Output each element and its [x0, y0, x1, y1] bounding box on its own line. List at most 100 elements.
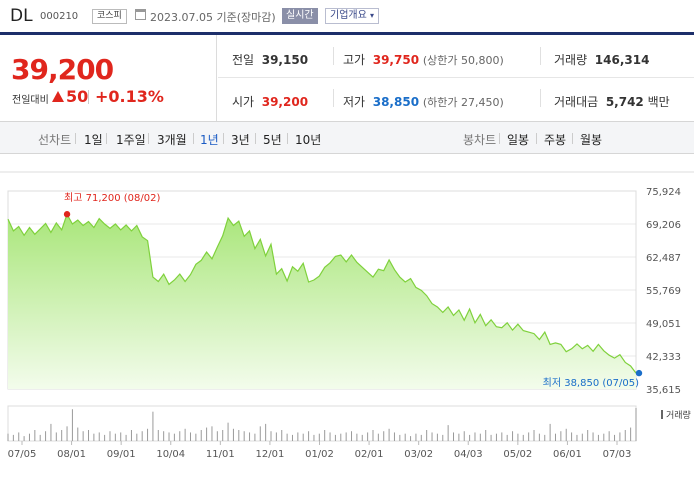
min-point [635, 369, 643, 377]
volume-bar [512, 431, 514, 441]
market-badge: 코스피 [92, 9, 127, 24]
x-tick-label: 12/01 [256, 449, 285, 460]
volume-bar [351, 431, 353, 441]
period-5y[interactable]: 5년 [263, 133, 282, 147]
period-10y[interactable]: 10년 [295, 133, 322, 147]
volume-bar [88, 430, 90, 441]
volume-bar [318, 433, 320, 441]
realtime-button[interactable]: 실시간 [282, 8, 318, 24]
volume-bar [297, 432, 299, 441]
volume-value: 146,314 [594, 53, 650, 67]
volume-bar [249, 432, 251, 441]
volume-bar [34, 430, 36, 441]
volume-bar [388, 428, 390, 441]
date-basis: 2023.07.05 기준(장마감) [150, 11, 276, 24]
volume-bar [238, 430, 240, 441]
volume-bar [286, 433, 288, 441]
y-tick-label: 75,924 [646, 187, 681, 198]
volume-bar [211, 426, 213, 441]
volume-bar [597, 434, 599, 441]
volume-bar [104, 434, 106, 441]
volume-bar [576, 434, 578, 441]
period-divider [223, 133, 224, 144]
volume-bar [587, 430, 589, 441]
open-value: 39,200 [261, 95, 309, 109]
volume-bar [281, 430, 283, 441]
volume-bar [345, 432, 347, 441]
volume-bar [495, 433, 497, 441]
volume-bar [420, 434, 422, 441]
volume-bar [302, 433, 304, 441]
stock-header: DL 000210 코스피 2023.07.05 기준(장마감) 실시간 기업개… [0, 0, 694, 32]
x-tick-label: 07/03 [603, 449, 632, 460]
stats-divider [540, 89, 541, 107]
volume-bar [356, 433, 358, 441]
volume-bar [195, 433, 197, 441]
volume-bar [189, 432, 191, 441]
volume-bar [630, 427, 632, 441]
volume-label: 거래량 [554, 53, 588, 67]
volume-bar [259, 426, 261, 441]
volume-bar [603, 433, 605, 441]
volume-bar [120, 432, 122, 441]
volume-bar [528, 432, 530, 441]
x-tick-label: 08/01 [57, 449, 86, 460]
x-tick-label: 04/03 [454, 449, 483, 460]
period-3m[interactable]: 3개월 [157, 133, 187, 147]
volume-bar [232, 428, 234, 441]
period-divider [148, 133, 149, 144]
volume-bar [254, 433, 256, 441]
high-label: 고가 [343, 53, 366, 67]
volume-bar [522, 434, 524, 441]
volume-bar [393, 432, 395, 441]
prev-close: 전일 39,150 [232, 51, 308, 68]
volume-bar [490, 434, 492, 441]
volume-legend: 거래량 [666, 409, 691, 421]
candle-weekly[interactable]: 주봉 [544, 133, 567, 147]
volume-bar [98, 432, 100, 441]
volume-bar [501, 432, 503, 441]
volume-bar [361, 434, 363, 441]
volume-bar [469, 434, 471, 441]
period-1w[interactable]: 1주일 [116, 133, 146, 147]
candle-monthly[interactable]: 월봉 [580, 133, 603, 147]
volume-bar [270, 431, 272, 441]
volume-bar [571, 432, 573, 441]
candle-daily[interactable]: 일봉 [507, 133, 530, 147]
period-1d[interactable]: 1일 [84, 133, 103, 147]
volume-bar [200, 430, 202, 441]
stock-code: 000210 [40, 11, 79, 22]
volume-bar [55, 432, 57, 441]
high-price: 고가 39,750 (상한가 50,800) [343, 51, 504, 68]
volume-bar [157, 430, 159, 441]
period-1y[interactable]: 1년 [200, 133, 219, 147]
volume-bar [265, 423, 267, 441]
lower-limit: (하한가 27,450) [422, 96, 504, 109]
company-overview-dropdown[interactable]: 기업개요 ▾ [325, 8, 380, 24]
y-tick-label: 42,333 [646, 352, 681, 363]
period-divider [572, 133, 573, 144]
change-label: 전일대비 [12, 95, 49, 106]
period-divider [75, 133, 76, 144]
volume-bar [77, 427, 79, 441]
volume-bar [608, 431, 610, 441]
volume-bar [372, 430, 374, 441]
price-chart-svg: 최고 71,200 (08/02) 최저 38,850 (07/05) 75,92… [0, 171, 694, 460]
volume-bar [28, 433, 30, 441]
y-tick-label: 62,487 [646, 253, 681, 264]
open-label: 시가 [232, 95, 255, 109]
volume-bar [410, 436, 412, 441]
change-divider [88, 90, 89, 104]
volume-bar [377, 433, 379, 441]
volume-bar [426, 430, 428, 441]
max-point [63, 211, 71, 218]
volume-bar [554, 433, 556, 441]
price-change: 50 [66, 87, 89, 106]
volume-bar [329, 432, 331, 441]
stats-divider [333, 89, 334, 107]
trade-value: 거래대금 5,742 백만 [554, 93, 670, 110]
volume-bar [581, 433, 583, 441]
prev-close-label: 전일 [232, 53, 255, 67]
period-3y[interactable]: 3년 [231, 133, 250, 147]
volume-bar [458, 433, 460, 441]
